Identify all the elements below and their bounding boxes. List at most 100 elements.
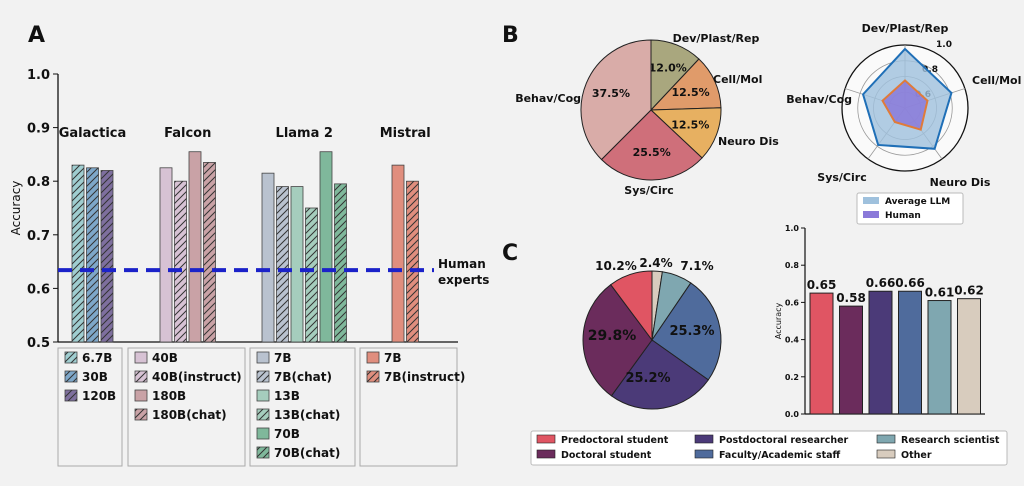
legend-swatch [256,427,270,440]
bar-hatch [276,186,289,342]
panel-label-a: A [28,23,45,48]
legend-label: 180B [152,389,186,403]
bar [898,290,922,415]
legend-swatch [536,434,556,444]
pie-value-label: 37.5% [592,87,630,100]
legend-label: Faculty/Academic staff [719,450,841,461]
radar-series-human [881,79,929,131]
legend-swatch-hatch [257,409,269,420]
pie-category-label: Dev/Plast/Rep [673,32,760,45]
legend-swatch-hatch [65,352,77,363]
radar-axis-label: Sys/Circ [817,171,866,184]
bar [957,298,981,415]
legend-label: Doctoral student [561,450,652,461]
y-tick-label: 0.6 [27,282,50,297]
legend-box [127,347,246,467]
legend-swatch [876,449,896,459]
pie-value-label: 10.2% [595,259,637,273]
radar-legend-label: Human [885,211,921,221]
pie-value-label: 7.1% [680,259,713,273]
bar [868,290,893,415]
bar-value-label: 0.66 [895,276,925,290]
radar-legend-swatch [863,197,879,204]
y-tick-label: 0.8 [27,175,50,190]
bar-hatch [305,208,318,342]
group-label-2: Llama 2 [276,126,333,141]
y-tick-label: 0.0 [785,410,800,419]
legend-swatch [134,389,148,402]
panel-b-pie-chart: 12.0% Dev/Plast/Rep 12.5% Cell/Mol 12.5% Neur… [515,32,779,197]
panel-c-pie-chart: 2.4% 7.1% 25.3% 25.2% 29.8% 10.2% [582,256,722,410]
legend-label: 7B(chat) [274,370,332,384]
y-tick-label: 0.8 [785,261,800,270]
legend-label: 180B(chat) [152,408,227,422]
legend-label: 120B [82,389,116,403]
pie-slice [600,109,703,181]
pie-slice [582,283,653,397]
y-tick-label: 0.7 [27,229,50,244]
legend-swatch [366,351,380,364]
pie-slice [580,39,652,161]
pie-slice [610,339,710,410]
pie-slice [610,270,653,342]
bar-hatch [203,162,216,342]
legend-swatch-hatch [135,409,147,420]
bar-value-label: 0.65 [807,278,837,292]
legend-box [57,347,123,467]
pie-value-label: 29.8% [588,328,637,344]
legend-swatch [694,434,714,444]
legend-swatch [256,389,270,402]
bar-hatch [72,165,84,342]
bar [927,300,952,415]
human-experts-label: experts [438,273,489,287]
panel-label-b: B [502,23,519,48]
bar [261,172,275,343]
radar-ring-label: 1.0 [936,40,952,50]
legend-swatch-hatch [257,447,269,458]
bar-value-label: 0.66 [866,276,896,290]
human-experts-label: Human [438,257,486,271]
pie-value-label: 12.0% [649,62,687,75]
legend-label: 70B [274,427,300,441]
legend-swatch [694,449,714,459]
panel-b-radar-chart: Dev/Plast/Rep Cell/Mol Neuro Dis Sys/Circ Be… [786,22,1021,225]
pie-value-label: 12.5% [671,119,709,132]
legend-swatch [256,351,270,364]
pie-slice [651,282,722,381]
legend-swatch [134,351,148,364]
legend-swatch-hatch [65,390,77,401]
legend-label: 13B(chat) [274,408,340,422]
radar-legend-label: Average LLM [885,197,950,207]
bar [290,186,304,343]
legend-swatch [876,434,896,444]
radar-axis-label: Dev/Plast/Rep [862,22,949,35]
bar [319,151,333,343]
group-label-1: Falcon [164,126,211,141]
radar-legend-box [856,192,964,225]
panel-a-bar-chart: 0.5 0.6 0.7 0.8 0.9 1.0 Accuracy Galactica 6.7B 3… [9,68,489,467]
legend-label: 7B(instruct) [384,370,465,384]
pie-value-label: 12.5% [671,86,709,99]
y-tick-label: 0.5 [27,336,50,351]
legend-swatch-hatch [257,371,269,382]
legend-swatch [536,449,556,459]
pie-value-label: 25.5% [633,146,671,159]
group-label-0: Galactica [59,126,127,141]
legend-swatch-hatch [135,371,147,382]
legend-label: 40B(instruct) [152,370,242,384]
group-label-3: Mistral [380,126,431,141]
pie-category-label: Behav/Cog [515,92,581,105]
bar-hatch [101,170,113,342]
legend-label: Postdoctoral researcher [719,435,849,446]
bar [809,292,834,415]
bar-value-label: 0.58 [836,291,866,305]
bar [159,167,173,343]
pie-value-label: 25.3% [669,324,714,339]
radar-axis-label: Behav/Cog [786,93,852,106]
pie-value-label: 2.4% [639,256,672,270]
legend-label: Predoctoral student [561,435,669,446]
y-tick-label: 1.0 [27,68,50,83]
bar [839,305,863,415]
radar-legend-swatch [863,211,879,218]
